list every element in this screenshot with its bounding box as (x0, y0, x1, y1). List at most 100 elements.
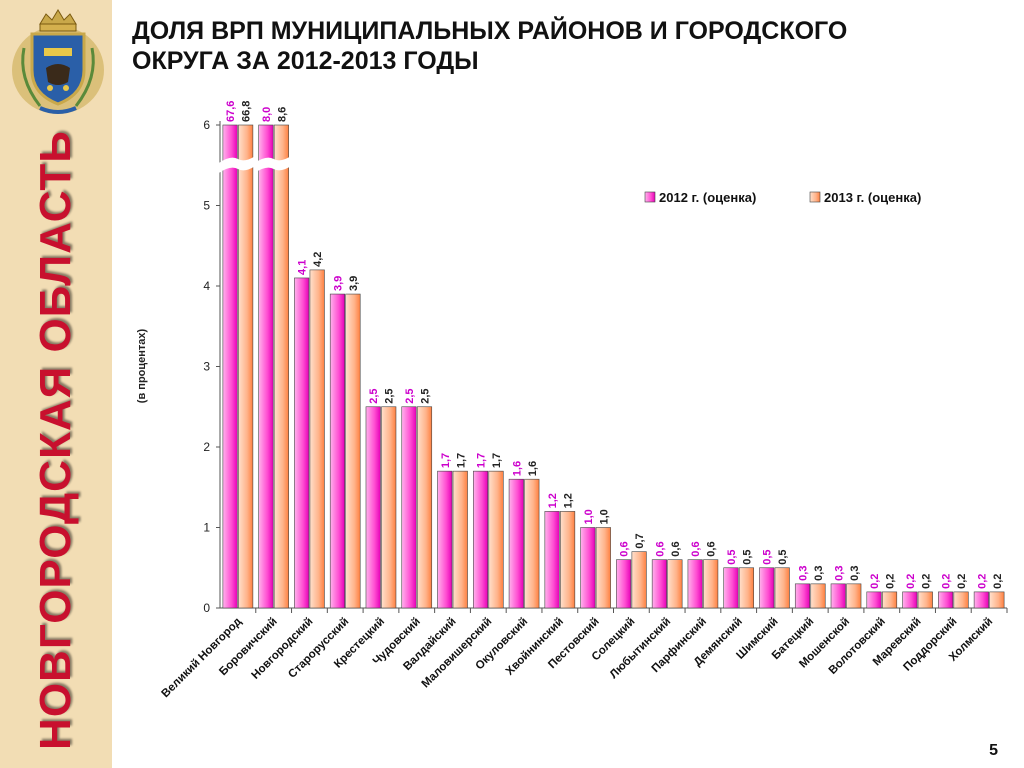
data-label-2012: 1,7 (440, 453, 452, 468)
legend-swatch-2013 (809, 191, 821, 203)
y-tick-label: 4 (203, 279, 210, 293)
data-label-2013: 0,6 (706, 541, 718, 556)
data-label-2012: 1,0 (583, 509, 595, 524)
bar-2012 (365, 406, 381, 609)
data-label-2013: 1,7 (455, 453, 467, 468)
data-label-2012: 0,6 (619, 541, 631, 556)
bar-2012 (329, 293, 346, 609)
page-number: 5 (989, 742, 998, 759)
bar-2013 (917, 591, 933, 609)
y-tick-label: 6 (203, 118, 210, 132)
y-tick-label: 1 (203, 521, 210, 535)
bar-2012 (794, 583, 811, 609)
data-label-2012: 0,3 (798, 566, 810, 581)
data-label-2012: 67,6 (225, 101, 237, 122)
data-label-2012: 0,5 (726, 549, 738, 564)
data-label-2012: 1,2 (547, 493, 559, 508)
data-label-2013: 1,2 (563, 493, 575, 508)
y-axis-label: (в процентах) (136, 328, 148, 403)
bar-2012 (616, 559, 632, 609)
bar-2012 (687, 559, 703, 609)
bar-2013 (238, 124, 254, 609)
y-tick-label: 3 (203, 360, 210, 374)
bar-2013 (309, 269, 325, 609)
bar-2012 (830, 583, 846, 609)
data-label-2013: 1,0 (598, 509, 610, 524)
data-label-2012: 3,9 (332, 276, 344, 291)
data-label-2012: 0,6 (654, 541, 666, 556)
legend-swatch-2012 (644, 191, 656, 203)
sidebar: НОВГОРОДСКАЯ ОБЛАСТЬ (0, 0, 112, 768)
data-label-2013: 0,6 (670, 541, 682, 556)
data-label-2012: 0,6 (690, 541, 702, 556)
bar-2012 (508, 478, 524, 609)
bar-2013 (560, 511, 576, 609)
bar-2013 (452, 470, 468, 609)
bar-2012 (759, 567, 775, 609)
data-label-2013: 1,6 (527, 461, 539, 476)
sidebar-title: НОВГОРОДСКАЯ ОБЛАСТЬ (31, 130, 80, 750)
bar-2012 (723, 567, 739, 609)
bar-2013 (524, 478, 540, 609)
region-emblem-icon (12, 9, 104, 114)
data-label-2013: 0,2 (992, 574, 1004, 589)
data-label-2013: 0,2 (920, 574, 932, 589)
data-label-2013: 0,2 (956, 574, 968, 589)
bar-2013 (345, 293, 361, 609)
bar-2013 (416, 406, 433, 609)
data-label-2012: 2,5 (368, 388, 380, 403)
bar-2013 (381, 406, 397, 609)
bar-2013 (488, 470, 504, 609)
y-tick-label: 5 (203, 199, 210, 213)
bar-2013 (846, 583, 862, 609)
bar-2012 (580, 527, 596, 609)
page-title-line-1: ДОЛЯ ВРП МУНИЦИПАЛЬНЫХ РАЙОНОВ И ГОРОДСК… (132, 17, 848, 45)
bar-2013 (631, 551, 647, 609)
bar-2012 (651, 559, 667, 609)
bar-2012 (437, 470, 453, 609)
bar-2013 (774, 567, 790, 609)
data-label-2013: 0,5 (777, 549, 789, 564)
category-label: Новгородский (250, 616, 316, 682)
data-label-2013: 0,3 (849, 566, 861, 581)
data-label-2012: 1,6 (511, 461, 523, 476)
legend-label-2013: 2013 г. (оценка) (824, 190, 921, 205)
data-label-2013: 66,8 (241, 101, 253, 122)
data-label-2012: 0,2 (869, 574, 881, 589)
bar-2012 (222, 124, 238, 609)
data-label-2012: 0,3 (833, 566, 845, 581)
bar-2012 (258, 124, 274, 609)
bar-2012 (544, 511, 560, 609)
legend-label-2012: 2012 г. (оценка) (659, 190, 756, 205)
data-label-2013: 3,9 (348, 276, 360, 291)
page-title-line-2: ОКРУГА ЗА 2012-2013 ГОДЫ (132, 47, 479, 75)
bar-2012 (866, 591, 882, 609)
data-label-2012: 2,5 (404, 388, 416, 403)
page-title: ДОЛЯ ВРП МУНИЦИПАЛЬНЫХ РАЙОНОВ И ГОРОДСК… (132, 16, 992, 76)
bar-2013 (989, 591, 1005, 609)
y-tick-label: 0 (203, 601, 210, 615)
data-label-2012: 1,7 (476, 453, 488, 468)
data-label-2013: 0,3 (813, 566, 825, 581)
y-tick-label: 2 (203, 440, 210, 454)
bar-2013 (595, 527, 611, 609)
data-label-2013: 8,6 (276, 107, 288, 122)
bar-2013 (273, 124, 289, 609)
data-label-2013: 2,5 (384, 388, 396, 403)
bar-2013 (881, 591, 898, 609)
bar-2012 (401, 406, 417, 609)
data-label-2013: 4,2 (312, 252, 324, 267)
data-label-2012: 0,2 (905, 574, 917, 589)
bar-2013 (738, 567, 755, 609)
bar-2013 (810, 583, 826, 609)
data-label-2013: 0,7 (634, 533, 646, 548)
data-label-2012: 0,5 (762, 549, 774, 564)
data-label-2013: 1,7 (491, 453, 503, 468)
bar-2013 (667, 559, 683, 609)
bar-2012 (938, 591, 954, 609)
bar-2013 (703, 559, 719, 609)
axis-break-mark (254, 155, 293, 173)
bar-2013 (953, 591, 969, 609)
data-label-2013: 0,2 (885, 574, 897, 589)
